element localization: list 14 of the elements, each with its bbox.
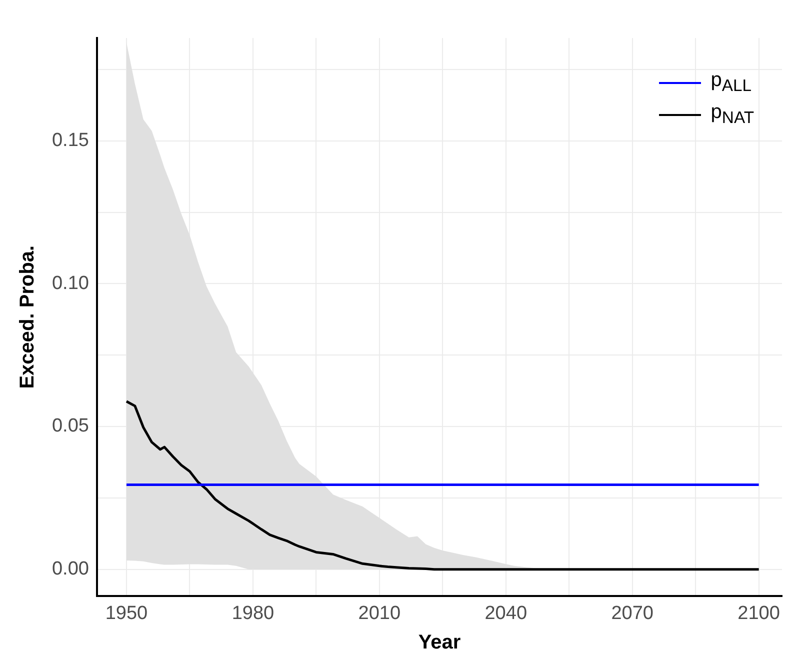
x-tick-label: 2070 [611,602,654,624]
x-axis-title: Year [418,632,461,654]
legend-label: p$_{ALL}$ [710,68,752,97]
y-tick-label: 0.15 [52,130,89,152]
y-tick-label: 0.05 [52,416,89,437]
x-tick-label: 2010 [358,602,401,624]
y-axis-title: Exceed. Proba. [16,245,39,389]
x-tick-label: 2100 [738,602,780,624]
x-tick-label: 2040 [484,602,528,624]
x-tick-label: 1950 [105,602,148,624]
y-tick-label: 0.00 [52,558,89,580]
y-tick-label: 0.10 [52,272,89,294]
x-tick-label: 1980 [232,602,274,624]
legend-label: p$_{NAT}$ [710,100,754,129]
